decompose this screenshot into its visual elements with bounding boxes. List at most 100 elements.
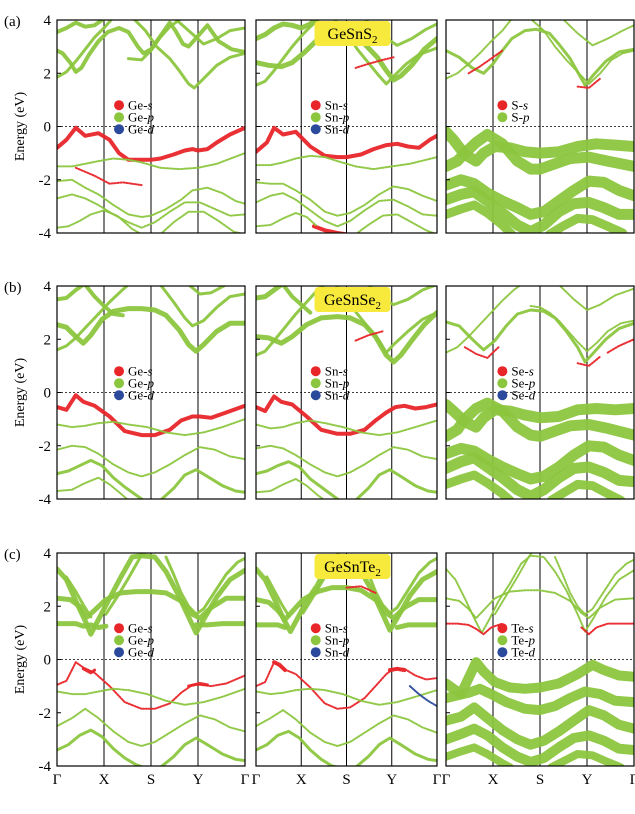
legend: Sn-s Sn-pSn-d <box>310 621 350 660</box>
band-3 <box>580 622 634 636</box>
k-point-label: Y <box>386 772 397 788</box>
legend-orbital: p <box>342 633 350 648</box>
band-11 <box>57 707 245 747</box>
legend-orbital: d <box>148 388 155 403</box>
band-12 <box>57 728 145 766</box>
legend-marker <box>497 390 508 401</box>
legend-species: Ge- <box>128 376 148 391</box>
band-7 <box>57 418 245 437</box>
k-point-label: S <box>147 772 155 788</box>
band-1 <box>446 589 634 620</box>
band-9 <box>256 192 437 228</box>
band-4 <box>467 49 504 75</box>
legend-species: Te- <box>511 621 528 636</box>
legend-species: Se- <box>511 364 528 379</box>
k-point-label: Γ <box>433 772 442 788</box>
band-10 <box>256 460 341 499</box>
legend: Se-sSe-pSe-d <box>497 364 536 403</box>
legend-orbital: d <box>529 388 536 403</box>
band-14 <box>256 729 341 766</box>
legend-orbital: s <box>343 621 348 636</box>
legend-orbital: s <box>529 621 534 636</box>
band-6 <box>256 125 437 160</box>
legend-orbital: s <box>523 98 528 113</box>
legend-marker <box>114 390 125 401</box>
row-label: (b) <box>4 280 22 296</box>
y-axis-label: Energy (eV) <box>13 625 28 695</box>
band-9 <box>57 178 245 218</box>
band-6 <box>446 657 634 700</box>
band-5 <box>104 553 145 616</box>
legend-entry: Sn-d <box>325 122 350 137</box>
legend-orbital: s <box>148 98 153 113</box>
y-tick-label: 4 <box>44 546 52 562</box>
legend-marker <box>497 635 508 646</box>
band-6 <box>354 330 384 342</box>
legend-entry: Te-p <box>511 633 535 648</box>
legend-orbital: p <box>147 110 155 125</box>
y-tick-label: 2 <box>44 599 52 615</box>
legend-marker <box>114 112 125 123</box>
band-1 <box>256 310 437 365</box>
panel-1-2: Se-sSe-pSe-d <box>445 285 635 500</box>
legend-marker <box>114 366 125 377</box>
legend: S-sS-p <box>497 98 530 125</box>
k-point-label: Y <box>582 772 593 788</box>
band-5 <box>187 286 227 296</box>
band-10 <box>446 200 517 233</box>
legend-species: Ge- <box>128 110 148 125</box>
legend-entry: Ge-d <box>128 388 155 403</box>
legend-marker <box>310 647 321 658</box>
legend-entry: Ge-d <box>128 122 155 137</box>
band-9 <box>446 186 634 233</box>
band-8 <box>446 702 634 750</box>
band-13 <box>159 736 245 766</box>
y-tick-label: -4 <box>39 759 52 775</box>
band-4 <box>64 575 93 619</box>
legend-entry: Sn-s <box>325 621 348 636</box>
y-tick-label: -2 <box>39 706 52 722</box>
band-1 <box>256 585 437 623</box>
y-axis-label: Energy (eV) <box>13 92 28 162</box>
y-tick-label: 4 <box>44 13 52 29</box>
band-1 <box>446 20 513 80</box>
legend-species: Sn- <box>325 645 343 660</box>
band-10 <box>57 193 245 229</box>
legend-entry: S-s <box>511 98 528 113</box>
legend-entry: Sn-d <box>325 645 350 660</box>
band-15 <box>354 736 437 766</box>
legend-species: S- <box>511 110 523 125</box>
legend-marker <box>310 378 321 389</box>
legend-marker <box>114 100 125 111</box>
band-6 <box>359 554 437 615</box>
panel-title: GeSnTe2 <box>324 559 381 579</box>
k-point-label: X <box>296 772 307 788</box>
band-10 <box>446 452 634 499</box>
title-badge: GeSnS2 <box>314 21 391 46</box>
legend-entry: Ge-s <box>128 621 153 636</box>
band-0 <box>446 308 634 364</box>
legend-marker <box>310 100 321 111</box>
legend-marker <box>310 124 321 135</box>
panel-2-0: Ge-sGe-pGe-dΓ X S Y Γ <box>53 552 250 788</box>
band-3 <box>394 622 437 630</box>
legend-marker <box>497 366 508 377</box>
k-point-label: Γ <box>252 772 261 788</box>
band-1 <box>57 286 85 302</box>
bands <box>57 20 245 233</box>
band-4 <box>493 553 533 616</box>
title-subscript: 2 <box>372 34 378 46</box>
band-11 <box>547 750 625 766</box>
legend-marker <box>497 623 508 634</box>
panel-title: GeSnSe2 <box>324 292 381 312</box>
band-2 <box>446 622 504 636</box>
legend-entry: Sn-s <box>325 98 348 113</box>
legend-orbital: s <box>343 364 348 379</box>
legend-orbital: p <box>342 376 350 391</box>
legend-marker <box>114 647 125 658</box>
legend-species: Ge- <box>128 364 148 379</box>
legend-marker <box>114 623 125 634</box>
panel-0-0: Ge-sGe-pGe-d <box>56 19 246 234</box>
legend-species: Ge- <box>128 621 148 636</box>
panel-0-2: S-sS-p <box>445 19 635 234</box>
